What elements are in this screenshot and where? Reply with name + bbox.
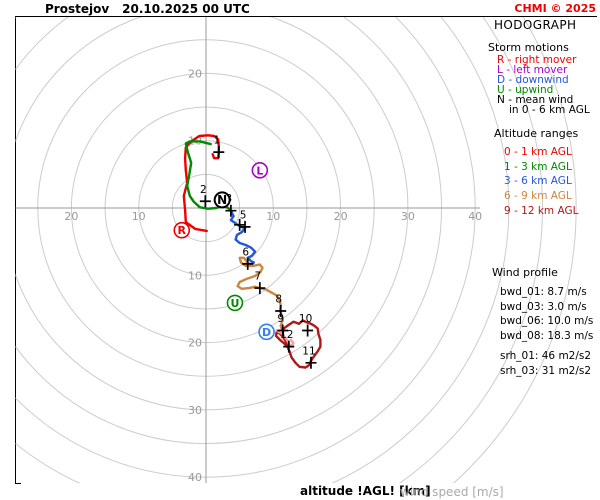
altitude-range-legend-2: 3 - 6 km AGL: [504, 175, 572, 188]
svg-text:U: U: [230, 297, 239, 310]
altitude-cross-9km: [277, 324, 289, 337]
wind-profile-values: bwd_01: 8.7 m/s bwd_03: 3.0 m/s bwd_06: 10…: [500, 285, 593, 343]
storm-motions-legend: R - right mover L - left mover D - downwin…: [497, 54, 577, 106]
svg-text:30: 30: [188, 404, 202, 417]
page-title: Prostejov 20.10.2025 00 UTC: [45, 2, 250, 16]
storm-motion-legend-d: D - downwind: [497, 74, 569, 86]
datetime: 20.10.2025 00 UTC: [122, 2, 250, 16]
svg-text:10: 10: [266, 210, 280, 223]
svg-text:20: 20: [188, 337, 202, 350]
storm-motion-legend-r: R - right mover: [497, 54, 577, 66]
altitude-cross-7km: [254, 282, 266, 295]
bwd-value-3: bwd_08: 18.3 m/s: [500, 329, 594, 342]
altitude-label-1km: 1: [213, 135, 220, 147]
altitude-label-12km: 12: [280, 329, 293, 341]
axis-tick-labels: 20 10 10 20 30 40 20 10 10 20 30 40: [64, 67, 482, 484]
svg-text:R: R: [178, 224, 187, 237]
altitude-cross-2km: [199, 195, 211, 208]
altitude-range-legend-0: 0 - 1 km AGL: [504, 146, 572, 158]
station-name: Prostejov: [45, 2, 110, 16]
altitude-label-8km: 8: [275, 293, 282, 305]
altitude-cross-6km: [242, 257, 254, 270]
storm-motions-note: in 0 - 6 km AGL: [509, 104, 590, 116]
hodograph-grid: [15, 17, 577, 483]
altitude-range-legend-1: 1 - 3 km AGL: [504, 160, 572, 173]
altitude-label-11km: 11: [302, 345, 315, 357]
altitude-label-9km: 9: [277, 313, 284, 325]
copyright-label: CHMI © 2025: [514, 2, 596, 15]
altitude-axis-label: altitude !AGL! [km]: [300, 484, 431, 498]
altitude-label-5km: 5: [240, 209, 247, 221]
helicity-values: srh_01: 46 m2/s2 srh_03: 31 m2/s2: [500, 349, 591, 378]
svg-text:10: 10: [132, 210, 146, 223]
altitude-cross-8km: [275, 304, 287, 317]
bwd-value-1: bwd_03: 3.0 m/s: [500, 300, 587, 313]
storm-motion-marker-n: N: [213, 191, 231, 209]
wind-trace-3-6-km-agl: [229, 209, 257, 266]
storm-motion-legend-n: N - mean wind: [497, 94, 574, 106]
storm-motion-legend-l: L - left mover: [497, 64, 568, 76]
storm-motion-marker-r: R: [173, 221, 191, 239]
storm-motion-marker-u: U: [226, 294, 244, 312]
srh-value-0: srh_01: 46 m2/s2: [500, 350, 592, 362]
panel-title: HODOGRAPH: [494, 18, 577, 32]
srh-value-1: srh_03: 31 m2/s2: [500, 364, 592, 377]
wind-speed-axis-label: wind speed [m/s]: [400, 485, 504, 499]
svg-text:D: D: [262, 326, 271, 339]
altitude-range-legend-3: 6 - 9 km AGL: [504, 190, 572, 203]
altitude-label-2km: 2: [200, 184, 207, 196]
bwd-value-0: bwd_01: 8.7 m/s: [500, 286, 587, 298]
svg-text:20: 20: [188, 67, 202, 80]
storm-motion-markers: R L N U D: [173, 162, 275, 341]
plot-frame-bottom-tick: [15, 483, 21, 484]
storm-motions-heading: Storm motions: [488, 41, 569, 54]
storm-motion-marker-d: D: [258, 323, 275, 341]
altitude-cross-4km: [234, 218, 246, 231]
altitude-cross-5km: [239, 220, 251, 233]
altitude-cross-10km: [302, 324, 314, 337]
plot-frame-top: [15, 16, 597, 17]
altitude-cross-11km: [305, 356, 317, 369]
svg-text:20: 20: [64, 210, 78, 223]
altitude-label-6km: 6: [242, 246, 249, 258]
altitude-cross-12km: [283, 340, 295, 353]
svg-text:30: 30: [401, 210, 415, 223]
bwd-value-2: bwd_06: 10.0 m/s: [500, 315, 594, 327]
wind-profile-heading: Wind profile: [492, 266, 558, 279]
storm-motion-marker-l: L: [251, 162, 269, 179]
svg-text:40: 40: [468, 210, 482, 223]
svg-text:10: 10: [188, 269, 202, 282]
storm-motion-legend-u: U - upwind: [497, 84, 554, 96]
plot-frame-left: [15, 16, 16, 483]
svg-text:N: N: [217, 193, 227, 207]
svg-text:40: 40: [188, 471, 202, 484]
altitude-label-7km: 7: [254, 271, 261, 283]
altitude-ranges-legend: 0 - 1 km AGL 1 - 3 km AGL 3 - 6 km AGL 6 - …: [504, 145, 578, 218]
altitude-range-legend-4: 9 - 12 km AGL: [504, 204, 579, 217]
svg-text:L: L: [256, 164, 263, 177]
svg-text:20: 20: [334, 210, 348, 223]
altitude-ranges-heading: Altitude ranges: [494, 127, 579, 140]
altitude-cross-1km: [213, 146, 225, 159]
altitude-label-10km: 10: [299, 313, 312, 325]
altitude-cross-3km: [225, 204, 237, 217]
